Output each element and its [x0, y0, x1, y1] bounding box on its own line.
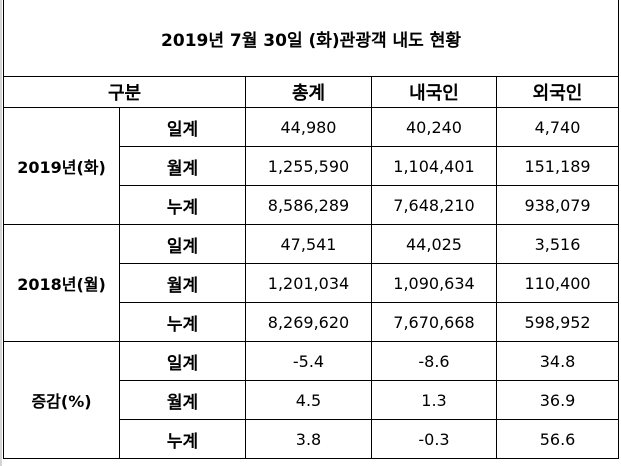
- cell-domestic: 44,025: [371, 224, 497, 264]
- cell-total: 4.5: [245, 380, 372, 420]
- cell-total: -5.4: [245, 341, 372, 381]
- cell-domestic: 7,670,668: [371, 302, 497, 342]
- cell-total: 8,269,620: [245, 302, 372, 342]
- table-row: 월계 1,201,034 1,090,634 110,400: [4, 263, 620, 303]
- table-row: 2018년(월) 일계 47,541 44,025 3,516: [3, 224, 620, 342]
- cell-total: 47,541: [245, 224, 372, 264]
- table-row: 증감(%) 일계 -5.4 -8.6 34.8: [3, 341, 620, 459]
- row-label: 일계: [119, 224, 246, 264]
- row-label: 월계: [119, 146, 246, 186]
- table-row: 누계 3.8 -0.3 56.6: [4, 419, 620, 459]
- sheet-gridline: [0, 0, 2, 466]
- cell-foreign: 110,400: [495, 263, 620, 303]
- cell-total: 1,255,590: [245, 146, 372, 186]
- cell-domestic: 1,104,401: [371, 146, 497, 186]
- table-row: 누계 8,586,289 7,648,210 938,079: [4, 185, 620, 225]
- table-row: 월계 4.5 1.3 36.9: [4, 380, 620, 420]
- cell-total: 44,980: [245, 107, 372, 147]
- cell-domestic: -8.6: [371, 341, 497, 381]
- row-label: 월계: [119, 263, 246, 303]
- row-label: 누계: [119, 419, 246, 459]
- cell-domestic: 1,090,634: [371, 263, 497, 303]
- cell-foreign: 598,952: [495, 302, 620, 342]
- row-label: 일계: [119, 107, 246, 147]
- header-total: 총계: [245, 76, 372, 108]
- cell-domestic: 7,648,210: [371, 185, 497, 225]
- cell-domestic: 1.3: [371, 380, 497, 420]
- cell-foreign: 34.8: [495, 341, 620, 381]
- row-label: 월계: [119, 380, 246, 420]
- row-label: 누계: [119, 185, 246, 225]
- cell-foreign: 4,740: [495, 107, 620, 147]
- cell-domestic: -0.3: [371, 419, 497, 459]
- group-label: 증감(%): [3, 341, 120, 459]
- table-row: 누계 8,269,620 7,670,668 598,952: [4, 302, 620, 342]
- header-domestic: 내국인: [371, 76, 497, 108]
- row-label: 일계: [119, 341, 246, 381]
- row-label: 누계: [119, 302, 246, 342]
- cell-foreign: 938,079: [495, 185, 620, 225]
- cell-total: 3.8: [245, 419, 372, 459]
- cell-foreign: 3,516: [495, 224, 620, 264]
- cell-foreign: 56.6: [495, 419, 620, 459]
- cell-total: 8,586,289: [245, 185, 372, 225]
- header-category: 구분: [3, 76, 246, 108]
- header-foreign: 외국인: [495, 76, 620, 108]
- group-label: 2019년(화): [3, 107, 120, 225]
- group-label: 2018년(월): [3, 224, 120, 342]
- table-row: 월계 1,255,590 1,104,401 151,189: [4, 146, 620, 186]
- cell-foreign: 151,189: [495, 146, 620, 186]
- cell-total: 1,201,034: [245, 263, 372, 303]
- cell-foreign: 36.9: [495, 380, 620, 420]
- cell-domestic: 40,240: [371, 107, 497, 147]
- table-row: 2019년(화) 일계 44,980 40,240 4,740: [3, 107, 620, 225]
- table-title: 2019년 7월 30일 (화)관광객 내도 현황: [2, 0, 620, 77]
